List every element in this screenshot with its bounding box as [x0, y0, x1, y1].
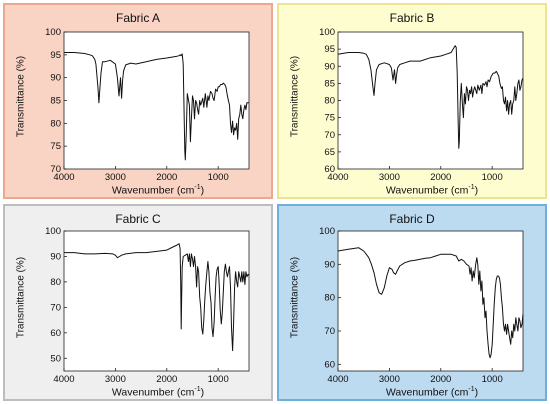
y-tick-label: 90 [324, 61, 335, 72]
y-tick-label: 60 [324, 359, 335, 370]
y-tick-label: 80 [50, 118, 61, 129]
y-tick-label: 95 [50, 50, 61, 61]
panel-fabric-c: Fabric C Transmittance (%) Wavenumber (c… [3, 204, 273, 401]
x-tick-label: 3000 [379, 172, 400, 183]
panel-fabric-d: Fabric D Transmittance (%) Wavenumber (c… [277, 204, 547, 401]
series-line [64, 243, 250, 352]
y-tick-label: 70 [50, 164, 61, 175]
x-axis-label: Wavenumber (cm-1) [111, 386, 205, 399]
x-tick-label: 4000 [53, 374, 74, 385]
y-tick-label: 95 [324, 44, 335, 55]
x-axis-label: Wavenumber (cm-1) [385, 386, 479, 399]
y-tick-label: 50 [50, 353, 61, 364]
panel-fabric-a: Fabric A Transmittance (%) Wavenumber (c… [3, 3, 273, 199]
y-tick-label: 90 [50, 251, 61, 262]
y-tick-label: 70 [324, 130, 335, 141]
y-tick-label: 100 [45, 226, 61, 237]
y-tick-label: 75 [324, 113, 335, 124]
panel-fabric-b: Fabric B Transmittance (%) Wavenumber (c… [277, 3, 547, 199]
plot-area [63, 31, 250, 170]
y-tick-label: 70 [50, 302, 61, 313]
plot-area [337, 31, 524, 170]
x-tick-label: 1000 [482, 172, 503, 183]
y-tick-label: 100 [319, 27, 335, 38]
y-tick-label: 85 [324, 78, 335, 89]
x-tick-label: 1000 [208, 172, 229, 183]
y-tick-label: 70 [324, 326, 335, 337]
y-tick-label: 75 [50, 141, 61, 152]
x-tick-label: 2000 [156, 374, 177, 385]
y-tick-label: 60 [50, 328, 61, 339]
chart-title: Fabric A [115, 11, 160, 25]
y-tick-label: 85 [50, 96, 61, 107]
chart-plot-fabric-c: 50 60 70 80 90 100 4000 3000 2000 1000 [45, 226, 250, 385]
y-tick-label: 90 [324, 259, 335, 270]
x-axis-label: Wavenumber (cm-1) [111, 184, 205, 197]
x-tick-label: 3000 [379, 374, 400, 385]
x-tick-label: 2000 [430, 374, 451, 385]
y-tick-label: 65 [324, 147, 335, 158]
plot-area [337, 230, 524, 372]
x-axis-label: Wavenumber (cm-1) [385, 184, 479, 197]
chart-title: Fabric D [389, 212, 435, 226]
x-tick-label: 4000 [327, 374, 348, 385]
x-tick-label: 4000 [53, 172, 74, 183]
chart-plot-fabric-a: 70 75 80 85 90 95 100 4000 3000 2000 1000 [45, 27, 250, 183]
series-line [64, 52, 249, 161]
x-tick-label: 4000 [327, 172, 348, 183]
y-tick-label: 80 [324, 96, 335, 107]
y-tick-label: 100 [45, 27, 61, 38]
chart-title: Fabric C [115, 212, 161, 226]
y-tick-label: 90 [50, 73, 61, 84]
y-tick-label: 60 [324, 164, 335, 175]
chart-plot-fabric-b: 60 65 70 75 80 85 90 95 100 4000 3000 2000 1000 [319, 27, 524, 183]
plot-area [63, 230, 250, 372]
x-tick-label: 1000 [482, 374, 503, 385]
series-line [337, 247, 524, 359]
series-line [337, 45, 524, 149]
y-tick-label: 100 [319, 226, 335, 237]
y-tick-label: 80 [324, 293, 335, 304]
x-tick-label: 3000 [105, 374, 126, 385]
chart-title: Fabric B [389, 11, 435, 25]
y-tick-label: 80 [50, 277, 61, 288]
x-tick-label: 1000 [208, 374, 229, 385]
x-tick-label: 2000 [156, 172, 177, 183]
chart-plot-fabric-d: 60 70 80 90 100 4000 3000 2000 1000 [319, 226, 524, 385]
x-tick-label: 2000 [430, 172, 451, 183]
x-tick-label: 3000 [105, 172, 126, 183]
